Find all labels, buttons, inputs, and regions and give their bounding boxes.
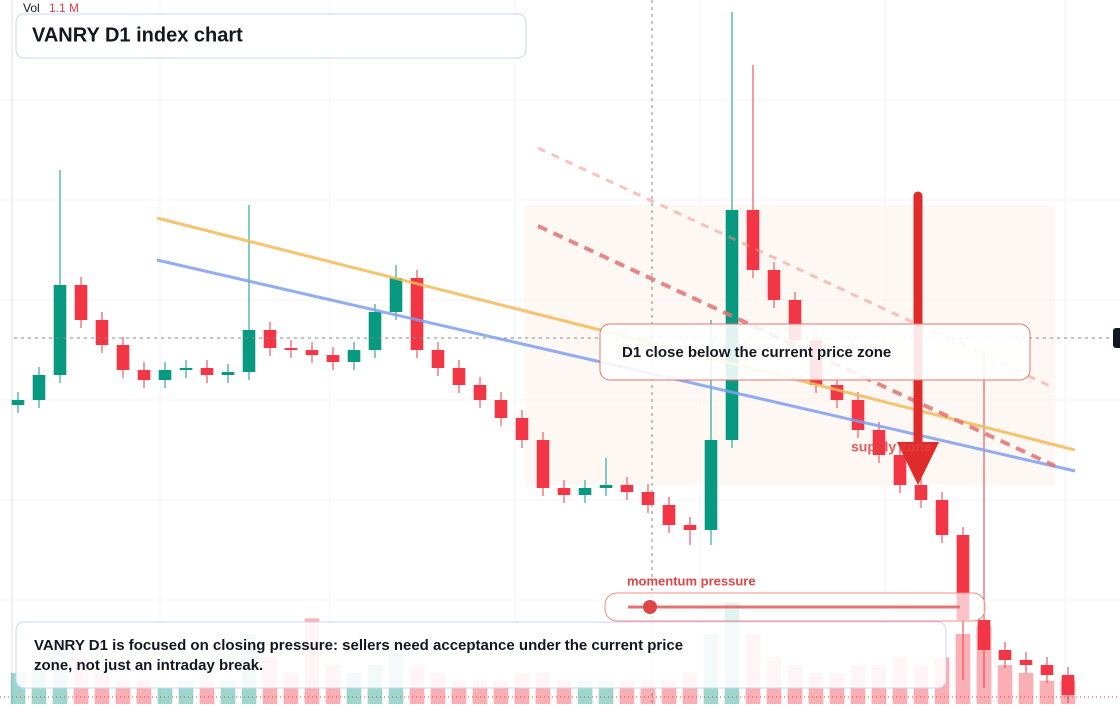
candle-body bbox=[998, 650, 1012, 660]
candle-body bbox=[431, 350, 445, 368]
candle-body bbox=[494, 400, 508, 418]
candle-body bbox=[74, 285, 88, 320]
candle-body bbox=[704, 440, 718, 530]
candle-body bbox=[557, 488, 571, 495]
volume-bar bbox=[157, 688, 173, 704]
candle-body bbox=[200, 368, 214, 375]
note-box bbox=[15, 621, 947, 689]
candle-body bbox=[914, 485, 928, 500]
title: VANRY D1 index chart bbox=[32, 24, 243, 46]
candle-body bbox=[284, 348, 298, 350]
candle-body bbox=[872, 430, 886, 455]
volume-bar bbox=[1018, 672, 1034, 704]
candle-body bbox=[977, 620, 991, 650]
candle-body bbox=[578, 488, 592, 495]
candle-body bbox=[1040, 665, 1054, 675]
candle-body bbox=[473, 385, 487, 400]
candle-body bbox=[746, 210, 760, 270]
candle-body bbox=[326, 355, 340, 362]
candle-body bbox=[620, 485, 634, 492]
callout-text: D1 close below the current price zone bbox=[622, 344, 891, 361]
candle-body bbox=[95, 320, 109, 345]
candle-body bbox=[452, 368, 466, 385]
candle-body bbox=[515, 418, 529, 440]
candle-body bbox=[767, 270, 781, 300]
note-wrap: VANRY D1 is focused on closing pressure:… bbox=[34, 637, 684, 674]
candle-body bbox=[536, 440, 550, 488]
candle-body bbox=[599, 485, 613, 488]
channel-lower bbox=[537, 224, 1056, 468]
vol-label: Vol bbox=[23, 1, 40, 15]
candle-body bbox=[1061, 675, 1075, 695]
candle-body bbox=[389, 278, 403, 312]
candle-body bbox=[935, 500, 949, 535]
candle-body bbox=[179, 368, 193, 370]
candle-body bbox=[662, 505, 676, 525]
candle-body bbox=[1019, 660, 1033, 665]
candle-body bbox=[116, 345, 130, 370]
candle-body bbox=[32, 375, 46, 400]
candle-body bbox=[410, 278, 424, 350]
candle-body bbox=[368, 312, 382, 350]
candle-body bbox=[158, 370, 172, 380]
candle-body bbox=[137, 370, 151, 380]
candle-body bbox=[242, 330, 256, 372]
title-box bbox=[15, 13, 527, 59]
arrow-head bbox=[897, 442, 939, 485]
candle-body bbox=[11, 400, 25, 405]
candle-body bbox=[683, 525, 697, 530]
candle-body bbox=[851, 400, 865, 430]
momentum-dot bbox=[643, 600, 657, 614]
candle-body bbox=[893, 455, 907, 485]
zone-label: supply zone bbox=[851, 439, 932, 455]
momentum-label: momentum pressure bbox=[627, 573, 756, 588]
candle-body bbox=[347, 350, 361, 362]
callout-box bbox=[599, 323, 1031, 381]
volume-bar bbox=[997, 665, 1013, 704]
candle-body bbox=[221, 372, 235, 375]
note: VANRY D1 is focused on closing pressure:… bbox=[34, 637, 684, 674]
candle-body bbox=[53, 285, 67, 375]
volume-bar bbox=[1039, 680, 1055, 704]
candle-body bbox=[641, 492, 655, 505]
candle-body bbox=[263, 330, 277, 348]
price-tag bbox=[1113, 328, 1120, 348]
candle-body bbox=[305, 350, 319, 355]
vol-value: 1.1 M bbox=[49, 1, 79, 15]
